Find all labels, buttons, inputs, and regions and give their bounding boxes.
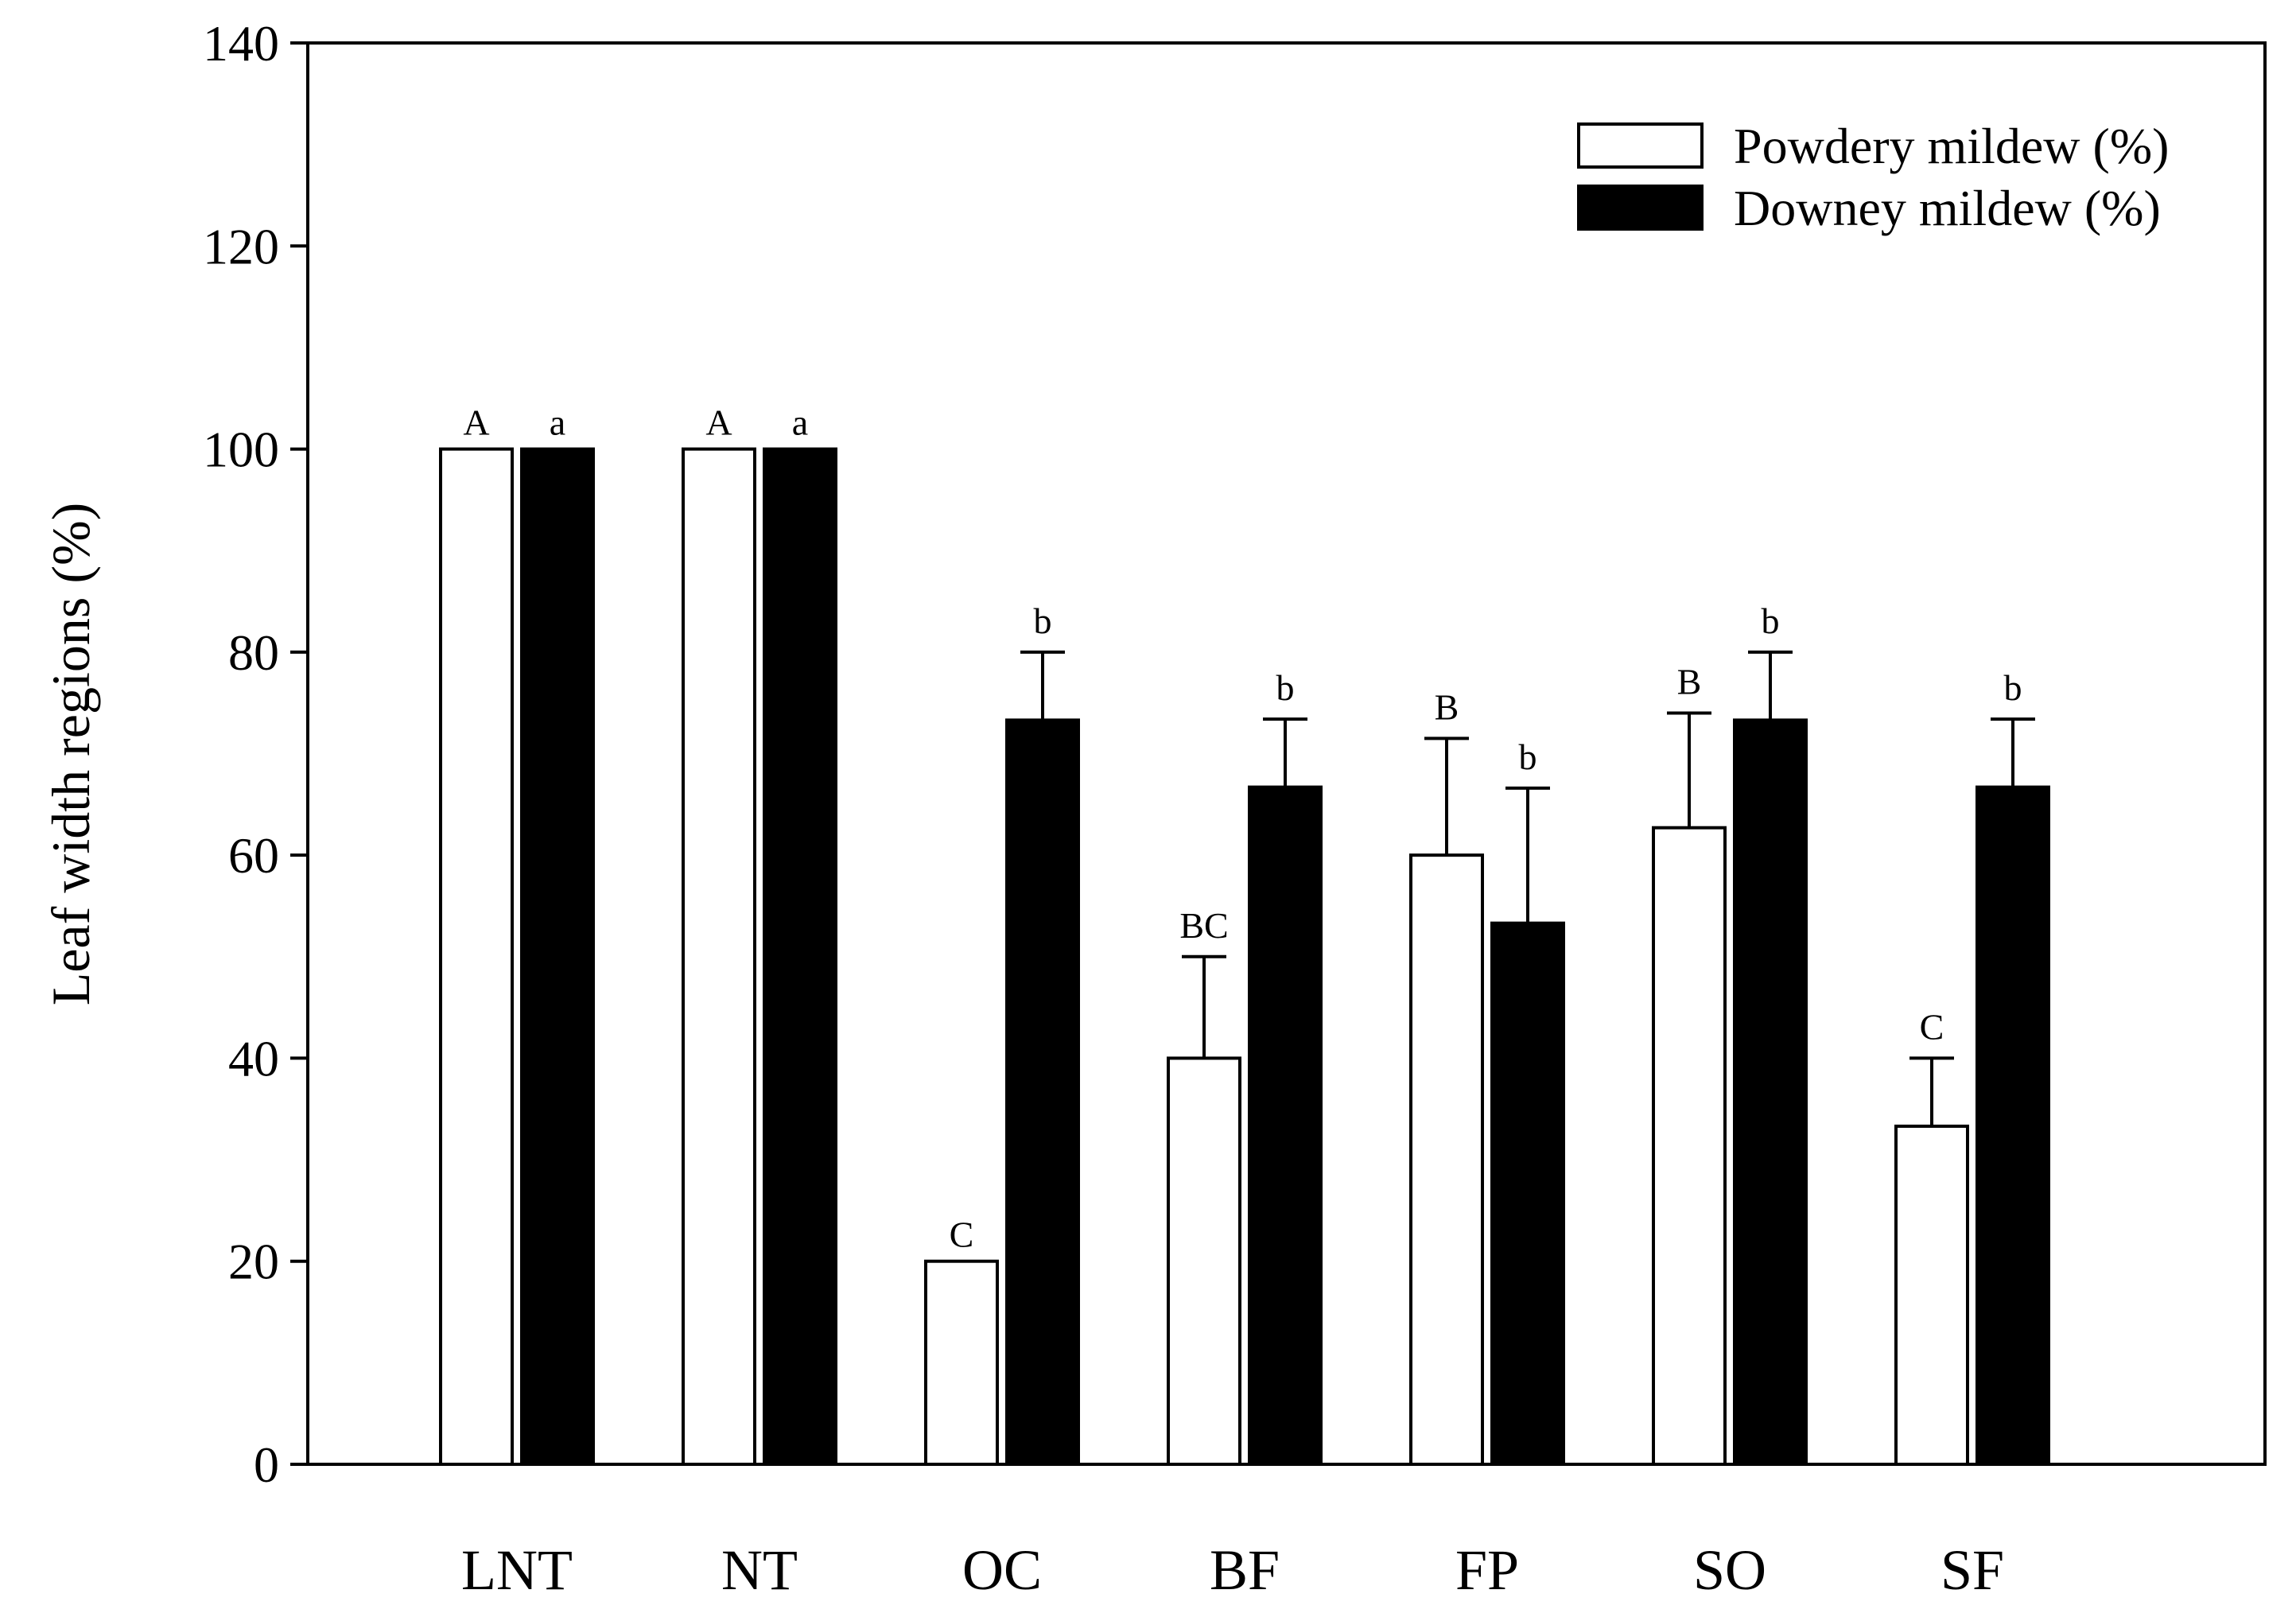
bar-powdery-sf: [1894, 1124, 1969, 1467]
significance-letter: B: [1677, 661, 1702, 702]
legend-label-powdery: Powdery mildew (%): [1734, 118, 2169, 174]
significance-letter: b: [1034, 601, 1052, 641]
y-tick-label: 140: [203, 15, 279, 72]
y-tick-label: 0: [254, 1436, 279, 1493]
bar-powdery-nt: [682, 447, 756, 1466]
y-tick-label: 120: [203, 218, 279, 274]
legend-swatch-downey: [1577, 185, 1704, 231]
x-axis: LNT NT OC BF FP SO SF: [461, 1538, 2004, 1602]
y-tick-label: 80: [228, 624, 279, 681]
y-tick-label: 60: [228, 827, 279, 884]
significance-letter: B: [1435, 686, 1459, 727]
significance-letter: a: [792, 402, 808, 443]
y-tick-label: 40: [228, 1030, 279, 1086]
bar-downey-so: [1733, 718, 1808, 1466]
bar-powdery-lnt: [439, 447, 514, 1466]
x-category-label: SO: [1693, 1538, 1766, 1602]
legend-label-downey: Downey mildew (%): [1734, 180, 2161, 236]
x-category-label: LNT: [461, 1538, 573, 1602]
bar-downey-sf: [1975, 785, 2050, 1466]
significance-letter: a: [550, 402, 565, 443]
bar-powdery-fp: [1409, 853, 1484, 1466]
significance-letter: C: [1920, 1006, 1944, 1047]
bar-downey-nt: [763, 447, 837, 1466]
significance-letter: b: [1276, 667, 1295, 708]
x-category-label: FP: [1455, 1538, 1519, 1602]
significance-letter: BC: [1179, 905, 1228, 946]
bar-downey-fp: [1490, 921, 1565, 1466]
significance-letter: b: [1762, 601, 1780, 641]
x-category-label: OC: [962, 1538, 1042, 1602]
significance-letter: A: [463, 402, 489, 443]
significance-letter: C: [950, 1215, 974, 1255]
x-category-label: SF: [1941, 1538, 2004, 1602]
significance-letter: b: [2004, 667, 2022, 708]
legend-swatch-powdery: [1577, 122, 1704, 169]
bar-downey-bf: [1248, 785, 1323, 1466]
y-axis-title: Leaf width regions (%): [41, 503, 101, 1006]
bar-powdery-bf: [1167, 1056, 1241, 1467]
bar-powdery-so: [1652, 826, 1727, 1467]
legend: Powdery mildew (%) Downey mildew (%): [1577, 118, 2169, 236]
y-axis: 0 20 40 60 80 100 120 140: [203, 15, 308, 1493]
x-category-label: NT: [721, 1538, 798, 1602]
bar-downey-oc: [1005, 718, 1080, 1466]
bar-downey-lnt: [520, 447, 595, 1466]
y-tick-label: 20: [228, 1234, 279, 1290]
x-category-label: BF: [1210, 1538, 1280, 1602]
significance-letter: b: [1519, 737, 1537, 777]
significance-letter: A: [705, 402, 732, 443]
bar-powdery-oc: [924, 1259, 999, 1466]
y-tick-label: 100: [203, 422, 279, 478]
